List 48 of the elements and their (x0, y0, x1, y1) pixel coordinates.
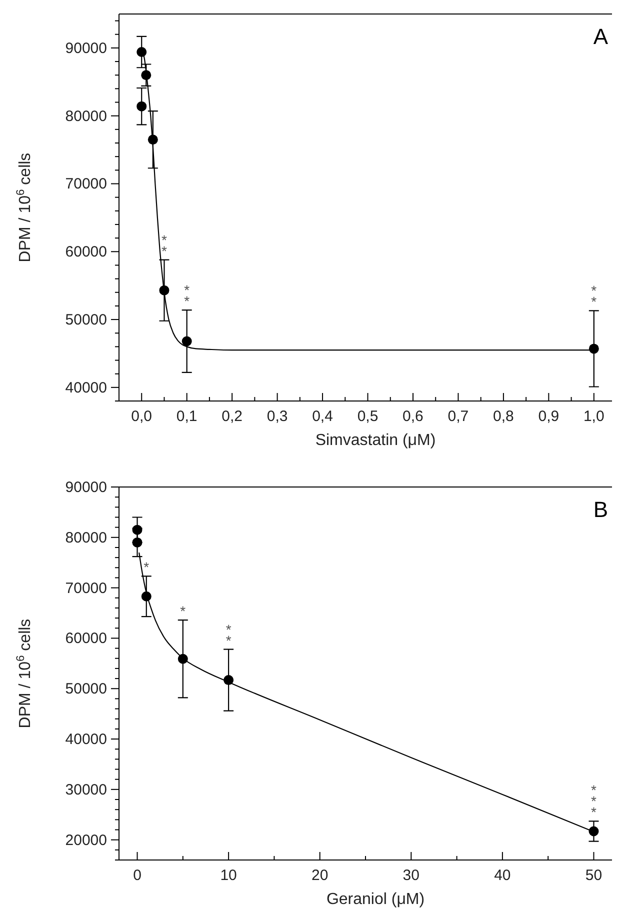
x-tick-label: 0,5 (357, 408, 378, 425)
y-tick-label: 60000 (65, 244, 107, 261)
y-tick-label: 80000 (65, 108, 107, 125)
annotation: A (593, 24, 608, 49)
x-tick-label: 0,9 (538, 408, 560, 425)
y-tick-label: 30000 (65, 781, 107, 798)
point (136, 101, 147, 112)
x-tick-label: 0,1 (176, 408, 198, 425)
annotation: B (593, 497, 608, 522)
y-tick-label: 50000 (65, 312, 107, 329)
annotation: * * (184, 282, 190, 310)
x-tick-label: 0,4 (312, 408, 333, 425)
point (588, 344, 599, 354)
point (182, 336, 192, 346)
x-tick-label: 1,0 (583, 408, 604, 425)
x-tick-label: 50 (585, 867, 602, 884)
x-axis-title: Geraniol (μM) (326, 891, 425, 908)
y-tick-label: 40000 (65, 379, 107, 396)
y-tick-label: 60000 (65, 630, 107, 648)
y-tick-label: 70000 (65, 580, 107, 597)
x-tick-label: 0,8 (493, 408, 514, 425)
annotation: * (180, 603, 186, 620)
y-tick-label: 70000 (65, 176, 107, 193)
point (136, 47, 147, 58)
annotation: * (144, 559, 150, 576)
x-tick-label: 0,6 (402, 408, 424, 425)
x-tick-label: 30 (402, 867, 420, 884)
x-axis-title: Simvastatin (μM) (315, 432, 436, 449)
y-tick-label: 40000 (65, 731, 107, 748)
x-tick-label: 0,2 (222, 408, 243, 425)
x-tick-label: 0 (133, 867, 142, 884)
point (588, 826, 599, 836)
y-tick-label: 80000 (65, 529, 107, 546)
x-tick-label: 0,0 (131, 408, 152, 425)
annotation: ** (162, 232, 168, 259)
annotation: ** (591, 282, 598, 310)
annotation: ** * (591, 782, 598, 820)
y-tick-label: 50000 (65, 680, 107, 698)
x-tick-label: 40 (494, 867, 511, 884)
x-tick-label: 10 (220, 867, 237, 884)
x-tick-label: 0,7 (448, 408, 469, 425)
annotation: ** (226, 621, 232, 648)
x-tick-label: 0,3 (266, 408, 288, 425)
point (132, 537, 142, 548)
y-tick-label: 20000 (65, 832, 107, 849)
x-tick-label: 20 (312, 867, 328, 884)
y-tick-label: 90000 (65, 479, 107, 496)
y-tick-label: 90000 (65, 40, 107, 57)
